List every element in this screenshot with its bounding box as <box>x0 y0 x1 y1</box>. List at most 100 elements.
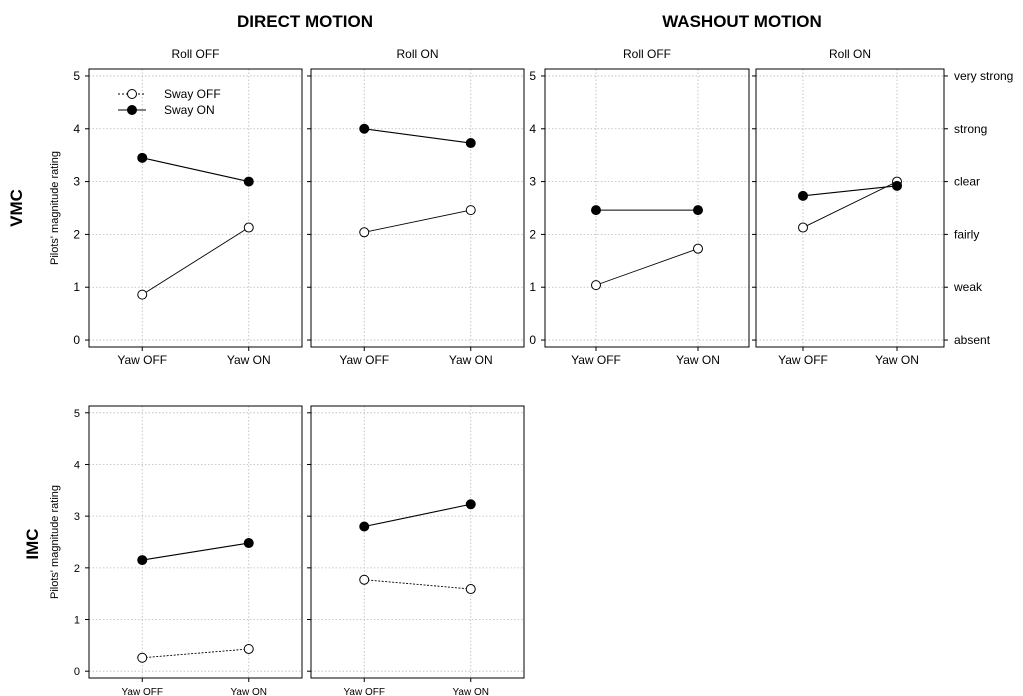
series-line-sway-off <box>142 648 249 659</box>
series-line-sway-off <box>364 579 471 590</box>
panel-5: 0 1 2 3 4 5 Yaw OFF Yaw ON Pilots' magnitude rat… <box>49 405 303 696</box>
data-point-sway-off <box>243 222 254 233</box>
legend: Sway OFF Sway ON <box>118 87 221 117</box>
panel-frame <box>755 68 945 348</box>
group-title-washout: WASHOUT MOTION <box>662 12 822 31</box>
y-tick-label: 4 <box>74 459 80 471</box>
y-tick-label: 5 <box>73 69 80 83</box>
data-point-sway-on <box>591 205 601 216</box>
series-line-sway-on <box>802 185 898 197</box>
y-tick-label: 4 <box>529 122 536 136</box>
data-point-sway-off <box>137 289 148 300</box>
data-point-sway-on <box>137 152 148 163</box>
y-tick-label: 3 <box>73 175 80 189</box>
y-tick-label: 0 <box>529 333 536 347</box>
data-point-sway-on <box>798 190 808 201</box>
x-tick-label: Yaw ON <box>231 687 268 696</box>
data-point-sway-on <box>465 499 476 510</box>
panel-frame <box>88 68 303 348</box>
series-line-sway-off <box>595 248 699 286</box>
y-tick-label: 3 <box>74 511 80 523</box>
x-tick-label: Yaw OFF <box>344 687 385 696</box>
x-tick-label: Yaw OFF <box>122 687 163 696</box>
x-tick-label: Yaw ON <box>875 353 919 367</box>
series-line-sway-on <box>142 542 249 561</box>
x-tick-label: Yaw OFF <box>778 353 828 367</box>
y-tick-label: 0 <box>74 666 80 678</box>
data-point-sway-off <box>693 243 703 254</box>
data-point-sway-on <box>243 176 254 187</box>
y-tick-label: 3 <box>529 175 536 189</box>
right-scale-label: clear <box>954 175 980 189</box>
data-point-sway-on <box>359 123 370 134</box>
panel-1: 0 1 2 3 4 5 Yaw OFF Yaw ON Roll OFF Pilots' magni… <box>49 47 303 367</box>
y-tick-label: 1 <box>529 280 536 294</box>
series-line-sway-on <box>364 503 471 528</box>
y-tick-label: 2 <box>74 563 80 575</box>
panel-title: Roll ON <box>829 47 871 61</box>
x-tick-label: Yaw ON <box>676 353 720 367</box>
x-tick-label: Yaw OFF <box>571 353 621 367</box>
y-tick-label: 0 <box>73 333 80 347</box>
data-point-sway-off <box>798 222 808 233</box>
data-point-sway-off <box>243 643 254 654</box>
data-point-sway-off <box>359 227 370 238</box>
x-tick-label: Yaw OFF <box>117 353 167 367</box>
y-axis-label: Pilots' magnitude rating <box>49 485 61 599</box>
y-tick-label: 5 <box>529 69 536 83</box>
y-axis-label: Pilots' magnitude rating <box>49 151 61 265</box>
panel-3: 0 1 2 3 4 5 Yaw OFF Yaw ON Roll OFF <box>529 47 750 367</box>
x-tick-label: Yaw ON <box>227 353 271 367</box>
series-line-sway-off <box>142 227 249 296</box>
panel-6: Yaw OFF Yaw ON <box>307 405 525 696</box>
right-scale-label: fairly <box>954 227 979 241</box>
y-tick-label: 2 <box>73 227 80 241</box>
right-scale-label: absent <box>954 333 991 347</box>
data-point-sway-on <box>693 205 703 216</box>
y-tick-label: 1 <box>73 280 80 294</box>
series-line-sway-on <box>142 157 249 183</box>
legend-label-sway-on: Sway ON <box>164 103 215 117</box>
row-label-vmc: VMC <box>7 189 26 227</box>
panel-title: Roll ON <box>396 47 438 61</box>
data-point-sway-off <box>591 280 601 291</box>
panel-frame <box>310 405 525 679</box>
x-tick-label: Yaw ON <box>453 687 490 696</box>
panel-title: Roll OFF <box>623 47 671 61</box>
x-tick-label: Yaw ON <box>449 353 493 367</box>
series-line-sway-off <box>802 181 898 228</box>
legend-label-sway-off: Sway OFF <box>164 87 221 101</box>
data-point-sway-on <box>465 138 476 149</box>
group-title-direct: DIRECT MOTION <box>237 12 373 31</box>
right-scale-label: very strong <box>954 69 1013 83</box>
data-point-sway-on <box>892 180 902 191</box>
y-tick-label: 5 <box>74 408 80 420</box>
data-point-sway-off <box>137 652 148 663</box>
legend-marker-sway-off <box>127 89 137 99</box>
panel-frame <box>310 68 525 348</box>
series-line-sway-off <box>364 209 471 233</box>
data-point-sway-off <box>465 205 476 216</box>
panel-4: Yaw OFF Yaw ON Roll ON <box>752 47 945 367</box>
data-point-sway-on <box>137 555 148 566</box>
series-line-sway-on <box>364 128 471 144</box>
right-scale: absent weak fairly clear strong very strong <box>944 69 1013 347</box>
legend-marker-sway-on <box>127 105 137 115</box>
data-point-sway-off <box>359 574 370 585</box>
y-tick-label: 2 <box>529 227 536 241</box>
right-scale-label: strong <box>954 122 987 136</box>
data-point-sway-off <box>465 584 476 595</box>
panel-frame <box>544 68 750 348</box>
panel-2: Yaw OFF Yaw ON Roll ON <box>307 47 525 367</box>
right-scale-label: weak <box>953 280 983 294</box>
panels: 0 1 2 3 4 5 Yaw OFF Yaw ON Roll OFF Pilots' magni… <box>49 47 945 696</box>
data-point-sway-on <box>243 538 254 549</box>
y-tick-label: 4 <box>73 122 80 136</box>
panel-title: Roll OFF <box>172 47 220 61</box>
panel-frame <box>88 405 303 679</box>
row-label-imc: IMC <box>23 528 42 559</box>
data-point-sway-on <box>359 521 370 532</box>
x-tick-label: Yaw OFF <box>339 353 389 367</box>
y-tick-label: 1 <box>74 615 80 627</box>
